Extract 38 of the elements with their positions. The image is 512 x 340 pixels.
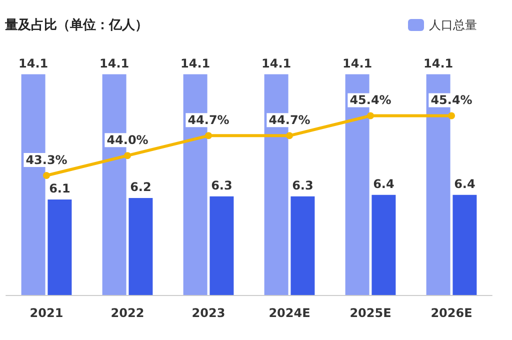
chart-title: 量及占比（单位：亿人） bbox=[4, 17, 148, 33]
data-label: 6.4 bbox=[373, 176, 394, 191]
bar bbox=[372, 194, 396, 295]
point bbox=[448, 112, 455, 120]
point bbox=[124, 152, 131, 160]
bar bbox=[210, 196, 234, 295]
legend-label: 人口总量 bbox=[429, 18, 477, 32]
x-tick-label: 2021 bbox=[30, 306, 64, 320]
data-label: 14.1 bbox=[342, 56, 372, 70]
bar bbox=[290, 196, 315, 295]
data-label: 14.1 bbox=[180, 56, 210, 70]
data-label: 6.1 bbox=[49, 182, 70, 196]
data-label: 6.4 bbox=[454, 176, 476, 191]
data-label: 45.4% bbox=[350, 93, 392, 108]
data-label: 44.7% bbox=[188, 113, 230, 128]
x-tick-label: 2024E bbox=[268, 306, 310, 320]
data-label: 14.1 bbox=[99, 56, 130, 70]
data-label: 6.2 bbox=[130, 180, 152, 194]
data-label: 6.3 bbox=[292, 178, 314, 192]
bar bbox=[452, 194, 477, 295]
data-label: 44.0% bbox=[106, 133, 148, 148]
x-tick-label: 2022 bbox=[110, 306, 144, 320]
point bbox=[286, 132, 293, 140]
data-label: 14.1 bbox=[261, 56, 292, 70]
data-label: 44.7% bbox=[268, 113, 310, 128]
x-tick-label: 2025E bbox=[350, 306, 392, 320]
bar bbox=[48, 200, 72, 295]
point bbox=[367, 112, 374, 120]
data-label: 6.3 bbox=[211, 178, 232, 192]
data-label: 14.1 bbox=[18, 56, 48, 70]
data-label: 45.4% bbox=[430, 93, 472, 108]
x-tick-label: 2026E bbox=[430, 306, 472, 320]
bar bbox=[128, 198, 153, 295]
data-label: 43.3% bbox=[26, 152, 68, 167]
point bbox=[43, 172, 50, 179]
point bbox=[205, 132, 212, 140]
x-tick-label: 2023 bbox=[192, 306, 226, 320]
data-label: 14.1 bbox=[423, 56, 454, 70]
